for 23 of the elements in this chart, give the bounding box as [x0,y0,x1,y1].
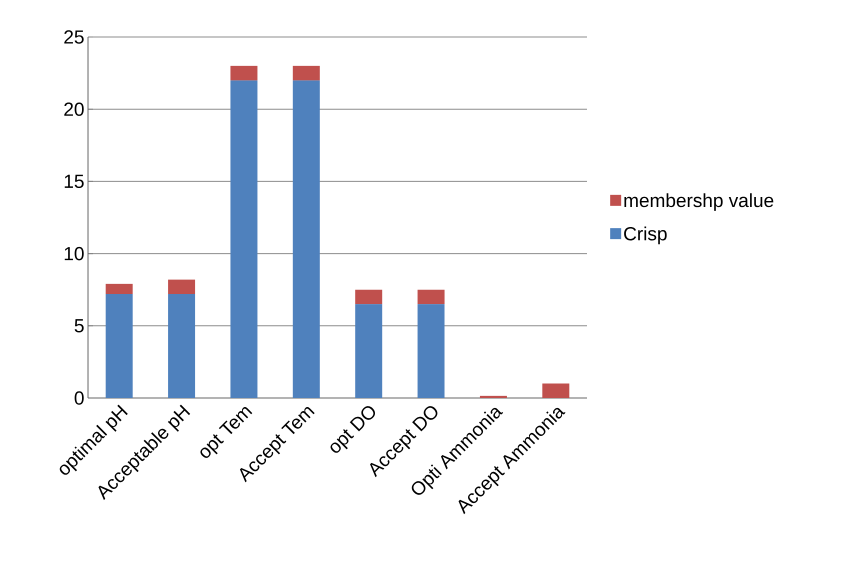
bar [230,80,258,398]
y-tick-label: 15 [64,174,84,188]
x-tick-label: opt Tem [200,406,252,458]
bar [542,384,570,398]
legend-label: Crisp [624,226,667,244]
bar [168,294,196,398]
bar [168,280,196,294]
bar [106,284,133,294]
bar [418,290,445,304]
y-tick-label: 10 [64,246,84,260]
bar [418,304,445,398]
y-tick-label: 0 [74,391,84,405]
bar [355,290,382,304]
bar [355,304,382,398]
bar [292,66,320,80]
y-tick-label: 25 [64,30,84,44]
x-tick-label: opt DO [330,406,376,453]
bar [106,294,133,398]
bar [230,66,258,80]
bar [292,80,320,398]
legend-label: membershp value [624,193,774,211]
y-tick-label: 5 [74,319,84,332]
y-tick-label: 20 [64,102,84,116]
